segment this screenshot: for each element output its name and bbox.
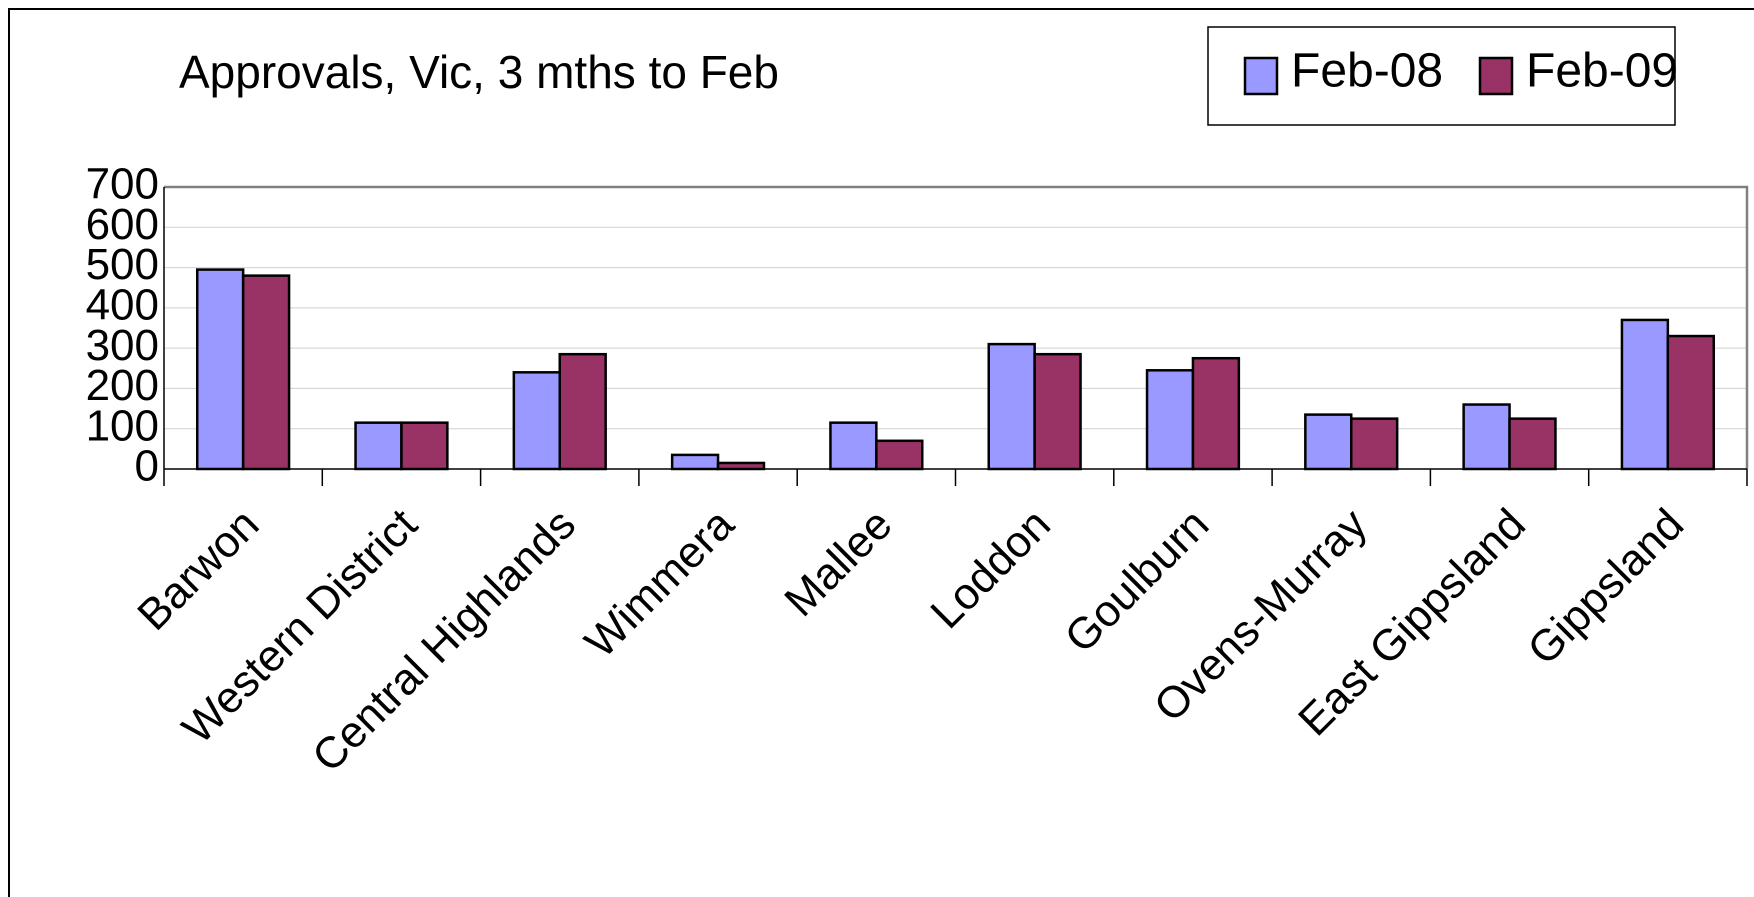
bar — [354, 421, 403, 471]
bar — [241, 274, 291, 471]
bar — [670, 453, 720, 471]
x-tick-label: Central Highlands — [303, 500, 585, 782]
x-tick-label: Goulburn — [1056, 500, 1219, 663]
chart-frame — [8, 8, 1754, 897]
bar — [1620, 318, 1670, 471]
bar — [195, 268, 245, 471]
bar — [1350, 417, 1399, 471]
chart-title: Approvals, Vic, 3 mths to Feb — [179, 46, 779, 98]
bar — [829, 421, 878, 471]
legend-swatch — [1243, 56, 1279, 96]
x-tick-label: Barwon — [128, 500, 268, 640]
y-tick-label: 500 — [86, 240, 159, 289]
bar — [1508, 417, 1557, 471]
y-tick-label: 300 — [86, 321, 159, 370]
plot-border — [164, 185, 1749, 469]
legend-box — [1207, 26, 1676, 126]
y-tick-label: 600 — [86, 200, 159, 249]
y-tick-label: 400 — [86, 280, 159, 329]
y-tick-label: 100 — [86, 401, 159, 450]
bar — [1033, 352, 1082, 471]
bar — [987, 342, 1036, 471]
bar — [1145, 369, 1195, 471]
bar — [400, 421, 449, 471]
bar — [1666, 334, 1716, 471]
legend-label: Feb-08 — [1291, 45, 1443, 98]
x-tick-label: Mallee — [775, 500, 901, 626]
y-tick-label: 200 — [86, 361, 159, 410]
bar — [716, 461, 766, 471]
bar — [558, 352, 607, 471]
bar — [1304, 413, 1353, 471]
x-tick-label: Loddon — [921, 500, 1059, 638]
bar — [1462, 403, 1511, 471]
bar — [512, 371, 562, 471]
bar — [875, 439, 924, 471]
x-tick-label: Wimmera — [576, 499, 744, 667]
x-tick-label: Gippsland — [1518, 500, 1693, 675]
legend-label: Feb-09 — [1526, 45, 1678, 98]
bar — [1191, 356, 1241, 471]
y-tick-label: 700 — [86, 160, 159, 209]
legend-swatch — [1478, 56, 1514, 96]
y-tick-label: 0 — [135, 442, 159, 491]
